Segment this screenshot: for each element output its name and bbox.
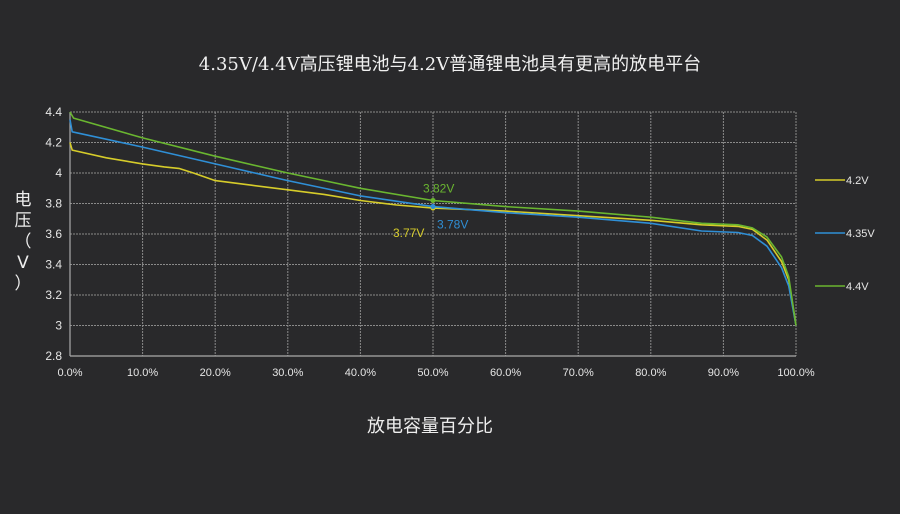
y-tick-label: 3.8 xyxy=(45,197,62,211)
series-line-4.4V xyxy=(69,111,797,326)
y-tick-label: 4.4 xyxy=(45,105,62,119)
y-axis-label: 电压（V） xyxy=(14,190,32,294)
y-tick-label: 2.8 xyxy=(45,349,62,363)
x-tick-label: 0.0% xyxy=(57,367,82,379)
y-tick-label: 3.4 xyxy=(45,258,62,272)
x-tick-label: 100.0% xyxy=(777,367,815,379)
x-axis-label: 放电容量百分比 xyxy=(367,416,493,437)
y-tick-label: 3.6 xyxy=(45,227,62,241)
chart-title: 4.35V/4.4V高压锂电池与4.2V普通锂电池具有更高的放电平台 xyxy=(198,54,702,75)
data-point-marker xyxy=(430,204,436,210)
x-tick-label: 40.0% xyxy=(345,367,376,379)
x-tick-label: 70.0% xyxy=(563,367,594,379)
data-point-marker xyxy=(430,197,436,203)
legend-label: 4.2V xyxy=(846,175,869,187)
legend-label: 4.35V xyxy=(846,228,875,240)
y-tick-label: 4 xyxy=(55,166,62,180)
x-tick-label: 90.0% xyxy=(708,367,739,379)
x-tick-label: 20.0% xyxy=(200,367,231,379)
x-tick-label: 10.0% xyxy=(127,367,158,379)
data-label: 3.78V xyxy=(437,218,468,232)
x-tick-label: 50.0% xyxy=(417,367,448,379)
y-tick-label: 3.2 xyxy=(45,288,62,302)
data-label: 3.82V xyxy=(423,181,454,195)
x-tick-label: 60.0% xyxy=(490,367,521,379)
data-label: 3.77V xyxy=(393,226,424,240)
x-tick-label: 80.0% xyxy=(635,367,666,379)
y-tick-label: 3 xyxy=(55,319,62,333)
legend-label: 4.4V xyxy=(846,281,869,293)
series-line-4.35V xyxy=(69,119,797,326)
x-tick-label: 30.0% xyxy=(272,367,303,379)
y-tick-label: 4.2 xyxy=(45,136,62,150)
series-line-4.2V xyxy=(69,142,797,326)
